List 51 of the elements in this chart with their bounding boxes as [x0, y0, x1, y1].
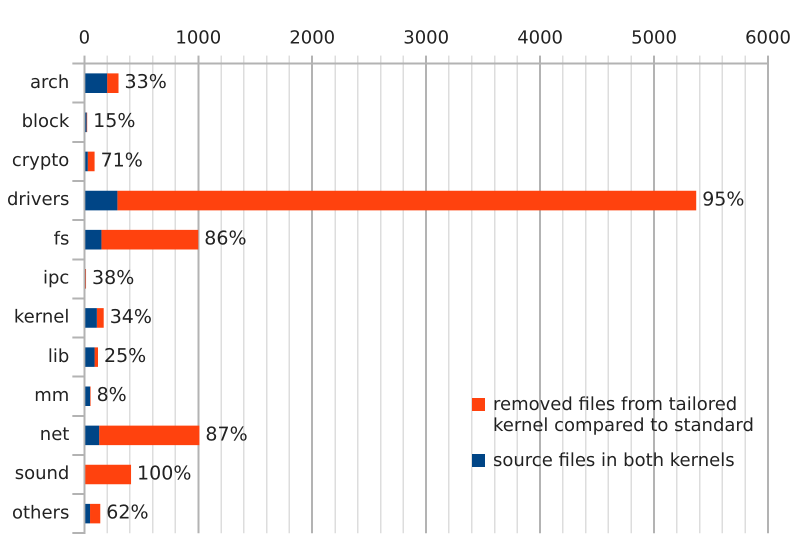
y-tick-label: ipc	[43, 268, 70, 289]
bar	[85, 386, 90, 406]
annotation: 8%	[96, 384, 127, 406]
legend-label: source files in both kernels	[493, 450, 736, 471]
annotation: 71%	[100, 149, 143, 172]
bar	[107, 73, 119, 93]
bar	[117, 190, 696, 210]
annotation: 86%	[204, 228, 247, 250]
y-tick-label: others	[12, 502, 70, 524]
bar	[85, 347, 95, 367]
bar	[85, 190, 118, 210]
annotation: 87%	[205, 423, 248, 446]
y-tick-label: fs	[54, 228, 70, 250]
annotation: 33%	[124, 71, 167, 94]
x-tick-label: 5000	[631, 27, 677, 48]
x-tick-label: 0	[78, 27, 90, 48]
x-tick-label: 2000	[289, 27, 336, 48]
y-tick-label: kernel	[14, 306, 70, 328]
annotation: 95%	[702, 188, 744, 211]
x-tick-label: 3000	[403, 27, 450, 48]
annotation: 15%	[93, 110, 136, 132]
annotation: 100%	[137, 462, 192, 484]
annotation: 34%	[110, 306, 152, 328]
x-tick-label: 6000	[745, 27, 791, 48]
y-tick-label: drivers	[6, 189, 70, 210]
bar	[85, 504, 90, 524]
bar	[90, 504, 100, 524]
y-tick-label: mm	[34, 384, 70, 406]
bar	[85, 464, 132, 484]
bar	[85, 152, 88, 172]
x-tick-label: 1000	[175, 27, 222, 48]
bar	[85, 73, 108, 93]
y-tick-label: sound	[14, 463, 70, 484]
x-tick-label: 4000	[517, 27, 564, 48]
y-tick-label: arch	[30, 72, 70, 93]
y-tick-label: block	[22, 110, 70, 132]
bar	[88, 152, 95, 172]
y-tick-label: crypto	[12, 150, 70, 172]
annotation: 25%	[104, 345, 146, 368]
bar	[94, 347, 98, 367]
bar	[101, 230, 198, 250]
bar	[85, 426, 100, 446]
bar	[99, 426, 200, 446]
bar	[96, 308, 104, 328]
bar	[85, 230, 102, 250]
annotation: 62%	[106, 502, 149, 524]
y-tick-label: lib	[48, 346, 70, 367]
annotation: 38%	[92, 266, 134, 289]
y-tick-label: net	[40, 424, 70, 446]
bar	[85, 308, 97, 328]
legend-label: removed files from tailored kernel compared to standard	[493, 394, 755, 436]
